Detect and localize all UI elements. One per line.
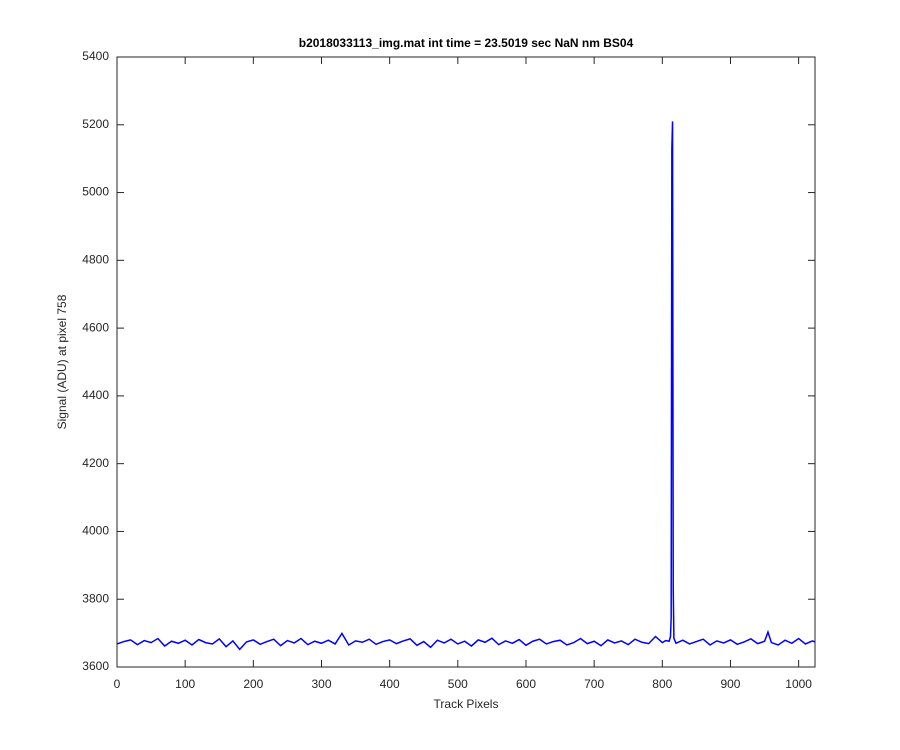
x-tick-label: 1000: [785, 677, 812, 691]
data-line: [116, 121, 816, 651]
x-tick-label: 0: [114, 677, 121, 691]
y-tick-label: 5000: [82, 185, 109, 199]
y-tick-label: 4000: [82, 524, 109, 538]
y-tick-label: 4800: [82, 253, 109, 267]
x-tick-label: 100: [175, 677, 195, 691]
y-tick-label: 4600: [82, 320, 109, 334]
x-tick-label: 800: [652, 677, 672, 691]
y-tick-label: 4200: [82, 456, 109, 470]
x-tick-label: 500: [448, 677, 468, 691]
y-tick-label: 3800: [82, 591, 109, 605]
y-tick-label: 5200: [82, 117, 109, 131]
y-tick-label: 3600: [82, 659, 109, 673]
y-axis-label: Signal (ADU) at pixel 758: [55, 294, 69, 429]
x-tick-label: 700: [584, 677, 604, 691]
x-tick-label: 300: [311, 677, 331, 691]
y-tick-label: 5400: [82, 49, 109, 63]
x-tick-label: 900: [720, 677, 740, 691]
x-tick-label: 400: [380, 677, 400, 691]
x-axis-label: Track Pixels: [434, 697, 499, 711]
chart-title: b2018033113_img.mat int time = 23.5019 s…: [299, 36, 634, 50]
plot-area: [116, 56, 816, 668]
y-tick-label: 4400: [82, 388, 109, 402]
x-tick-label: 200: [243, 677, 263, 691]
x-tick-label: 600: [516, 677, 536, 691]
